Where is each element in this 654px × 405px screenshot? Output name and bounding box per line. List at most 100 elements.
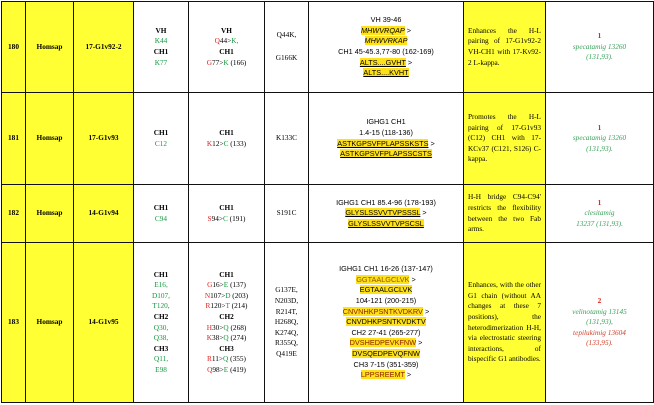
sequence-after: ALTS....KVHT xyxy=(363,68,409,78)
inn-count: 1 xyxy=(597,31,602,41)
species-cell: Homsap xyxy=(25,242,74,403)
comment-cell: Enhances the H-L pairing of 17-G1v92-2 V… xyxy=(463,1,546,93)
position-value: D107, xyxy=(151,290,171,300)
comment-cell: H-H bridge C94-C94' restricts the flexib… xyxy=(463,184,546,243)
mutations-cell: CH1 G16>E (137) N107>D (203) R120>T (214… xyxy=(188,242,265,403)
region-label: IGHG1 CH1 xyxy=(366,117,406,127)
position-value: K77 xyxy=(154,57,168,67)
region-label: 104-121 (200-215) xyxy=(355,296,417,306)
position-value: Q38, xyxy=(153,333,169,343)
mutation: Q44>K, xyxy=(214,36,239,46)
mutations-cell: CH1 K12>C (133) xyxy=(188,92,265,185)
reference-cell: 1 clesitamig 13237 (131,93). xyxy=(545,184,654,243)
reference-numbers: 13237 (131,93). xyxy=(576,218,623,228)
sequence-cell: IGHG1 CH1 1.4-15 (118-136) ASTKGPSVFPLAP… xyxy=(308,92,464,185)
variant-name: 14-G1v95 xyxy=(73,242,134,403)
comment-cell: Enhances, with the other G1 chain (witho… xyxy=(463,242,546,403)
table-row: 180 Homsap 17-G1v92-2 VH K44 CH1 K77 VH … xyxy=(1,1,654,93)
table-row: 181 Homsap 17-G1v93 CH1 C12 CH1 K12>C (1… xyxy=(1,92,654,185)
mutation: G77>K (166) xyxy=(206,57,247,67)
inn-reference: specatamig 13260 xyxy=(572,133,627,143)
sequence-after: DVSQEDPEVQFNW xyxy=(352,348,420,358)
region-label: 1.4-15 (118-136) xyxy=(359,127,413,137)
position-value: E16, xyxy=(154,280,168,290)
row-number: 180 xyxy=(1,1,26,93)
domain-label: CH3 xyxy=(219,343,234,353)
variant-name: 17-G1v93 xyxy=(73,92,134,185)
positions-cell: CH1 C12 xyxy=(133,92,189,185)
region-label: IGHG1 CH1 16-26 (137-147) xyxy=(339,264,433,274)
species-cell: Homsap xyxy=(25,92,74,185)
inn-reference: velinotamig 13145 xyxy=(572,306,627,316)
position-value: E98 xyxy=(155,364,167,374)
domain-label: VH xyxy=(221,25,232,35)
domain-label: VH xyxy=(155,25,167,35)
eu-numbering-cell: K133C xyxy=(264,92,309,185)
domain-label: CH1 xyxy=(153,202,169,212)
region-label: CH2 27-41 (265-277) xyxy=(351,327,421,337)
sequence-before: ASTKGPSVFPLAPSSKSTS > xyxy=(337,138,435,148)
region-label: VH 39-46 xyxy=(370,15,402,25)
comment-cell: Promotes the H-L pairing of 17-G1v93 (C1… xyxy=(463,92,546,185)
eu-mutation: G137E, xyxy=(275,285,298,295)
sequence-before: GLYSLSSVVTVPSSSL > xyxy=(345,208,427,218)
variant-name: 14-G1v94 xyxy=(73,184,134,243)
sequence-cell: IGHG1 CH1 85.4-96 (178-193) GLYSLSSVVTVP… xyxy=(308,184,464,243)
sequence-before: LPPSREEMT > xyxy=(360,370,412,380)
reference-numbers: (131,93). xyxy=(586,143,613,153)
eu-mutation: R355Q, xyxy=(275,338,298,348)
sequence-after: MHWVRKAP xyxy=(364,36,408,46)
eu-numbering-cell: G137E, N203D, R214T, H268Q, K274Q, R355Q… xyxy=(264,242,309,403)
variant-name: 17-G1v92-2 xyxy=(73,1,134,93)
mutation: N107>D (203) xyxy=(204,290,249,300)
sequence-before: GGTAALGCLVK > xyxy=(356,274,416,284)
sequence-before: MHWVRQAP > xyxy=(360,25,412,35)
position-value: T120, xyxy=(152,301,170,311)
reference-cell: 1 specatamig 13260 (131,93). xyxy=(545,92,654,185)
position-value: C94 xyxy=(154,213,168,223)
position-value: K44 xyxy=(154,36,168,46)
sequence-cell: VH 39-46 MHWVRQAP > MHWVRKAP CH1 45-45.3… xyxy=(308,1,464,93)
region-label: IGHG1 CH1 85.4-96 (178-193) xyxy=(336,197,436,207)
positions-cell: CH1 E16, D107, T120, CH2 Q30, Q38, CH3 Q… xyxy=(133,242,189,403)
positions-cell: VH K44 CH1 K77 xyxy=(133,1,189,93)
mutation: Q98>E (419) xyxy=(207,364,246,374)
mutation: R11>Q (355) xyxy=(207,354,246,364)
sequence-before: DVSHEDPEVKFNW > xyxy=(349,338,423,348)
sequence-before: ALTS....GVHT > xyxy=(359,57,413,67)
sequence-after: CNVDHKPSNTKVDKTV xyxy=(346,317,426,327)
position-value: C12 xyxy=(154,138,168,148)
domain-label: CH2 xyxy=(153,311,169,321)
species-cell: Homsap xyxy=(25,1,74,93)
domain-label: CH2 xyxy=(219,311,234,321)
domain-label: CH1 xyxy=(219,47,234,56)
eu-numbering-cell: S191C xyxy=(264,184,309,243)
eu-mutation: N203D, xyxy=(274,296,299,306)
mutation: K38>Q (274) xyxy=(206,333,247,343)
table-row: 183 Homsap 14-G1v95 CH1 E16, D107, T120,… xyxy=(1,242,654,403)
sequence-after: EGTAALGCLVK xyxy=(359,285,413,295)
region-label: CH3 7-15 (351-359) xyxy=(353,359,419,369)
reference-numbers: (131,93), xyxy=(586,317,613,327)
eu-numbering-cell: Q44K, G166K xyxy=(264,1,309,93)
eu-mutation: R214T, xyxy=(275,306,298,316)
eu-mutation: Q419E xyxy=(276,348,297,358)
mutation: G16>E (137) xyxy=(207,280,246,290)
species-cell: Homsap xyxy=(25,184,74,243)
domain-label: CH1 xyxy=(219,202,234,212)
eu-mutation: G166K xyxy=(275,53,298,62)
mutation: H30>Q (268) xyxy=(206,322,247,332)
sequence-after: ASTKGPSVFPLAPSSCSTS xyxy=(340,149,432,159)
domain-label: CH1 xyxy=(153,47,169,56)
inn-reference: specatamig 13260 xyxy=(572,41,627,51)
domain-label: CH1 xyxy=(153,127,169,137)
sequence-after: GLYSLSSVVTVPSCSL xyxy=(348,218,424,228)
inn-reference: clesitamig xyxy=(584,208,615,218)
position-value: Q30, xyxy=(153,322,169,332)
mutation: K12>C (133) xyxy=(206,138,247,148)
domain-label: CH3 xyxy=(153,343,169,353)
reference-numbers: (133,95). xyxy=(586,338,613,348)
reference-cell: 2 velinotamig 13145 (131,93), tepilukimi… xyxy=(545,242,654,403)
row-number: 182 xyxy=(1,184,26,243)
